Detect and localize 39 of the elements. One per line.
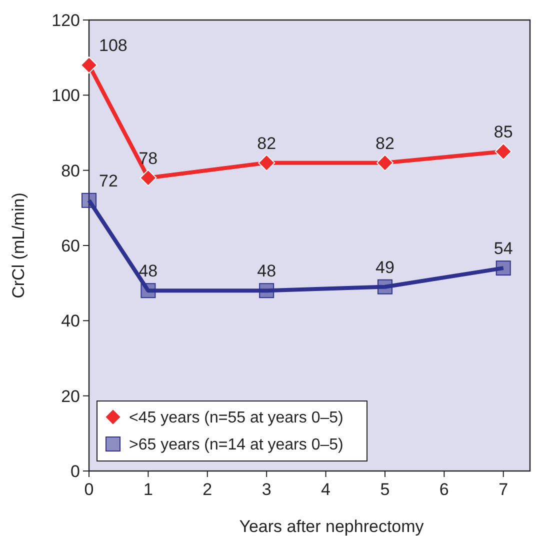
- data-label: 48: [138, 262, 158, 281]
- y-tick-label: 20: [61, 386, 80, 406]
- y-tick-label: 120: [52, 10, 80, 30]
- y-tick-label: 40: [61, 312, 80, 331]
- y-tick-label: 60: [61, 236, 80, 256]
- legend-label: >65 years (n=14 at years 0–5): [129, 436, 344, 454]
- data-label: 72: [99, 171, 118, 190]
- x-tick-label: 7: [498, 480, 508, 499]
- data-label: 82: [376, 134, 394, 153]
- data-label: 82: [257, 134, 276, 153]
- point: [82, 192, 96, 208]
- x-axis-title: Years after nephrectomy: [239, 517, 424, 536]
- x-tick-label: 4: [321, 480, 331, 499]
- y-tick-label: 0: [70, 462, 80, 481]
- legend-label: <45 years (n=55 at years 0–5): [129, 410, 344, 427]
- x-tick-label: 1: [143, 480, 153, 499]
- point: [259, 283, 274, 298]
- point: [377, 279, 392, 294]
- x-tick-label: 0: [84, 480, 94, 499]
- x-tick-label: 5: [380, 480, 390, 499]
- point: [140, 283, 156, 298]
- data-label: 78: [138, 148, 158, 168]
- point: [258, 154, 276, 172]
- data-label: 85: [494, 122, 513, 142]
- data-label: 48: [257, 262, 276, 281]
- point: [494, 143, 512, 160]
- data-label: 49: [376, 258, 394, 277]
- x-tick-label: 3: [262, 480, 272, 499]
- point: [140, 169, 157, 186]
- data-label: 108: [99, 36, 128, 56]
- y-axis-title: CrCl (mL/min): [9, 192, 28, 298]
- x-tick-label: 2: [202, 480, 212, 499]
- y-tick-label: 100: [52, 86, 80, 106]
- y-tick-label: 80: [61, 161, 80, 180]
- data-label: 54: [494, 239, 513, 258]
- point: [80, 56, 98, 74]
- x-tick-label: 6: [439, 480, 449, 499]
- point: [376, 154, 394, 172]
- point: [496, 260, 511, 276]
